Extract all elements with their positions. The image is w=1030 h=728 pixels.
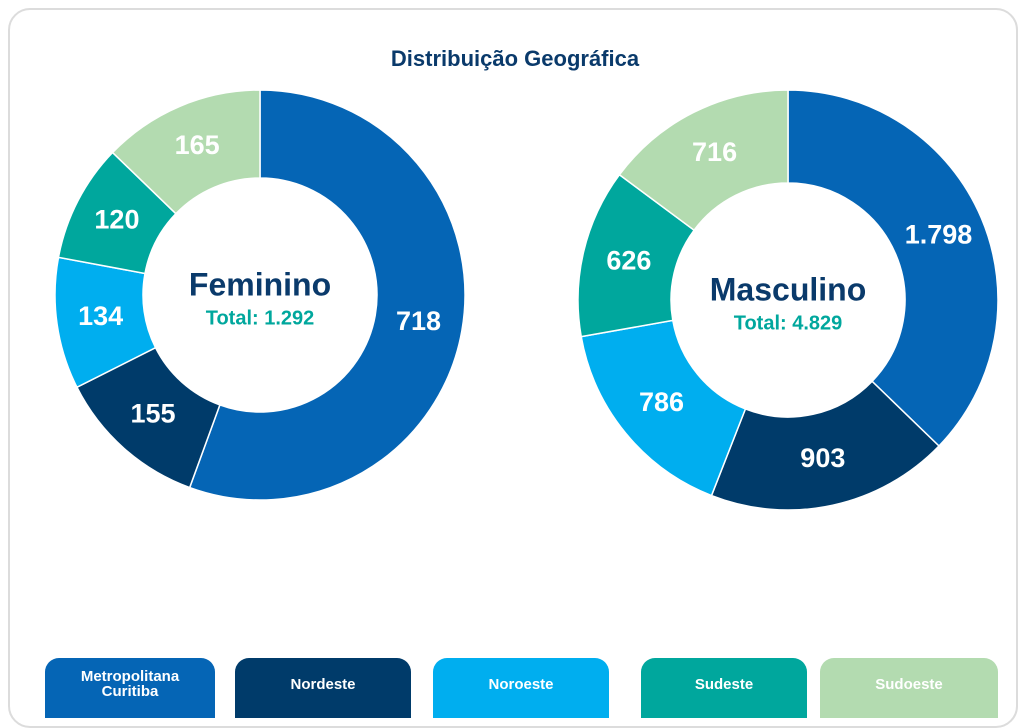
value-label: 134 bbox=[78, 301, 123, 331]
slice bbox=[787, 89, 999, 448]
legend-item[interactable]: Sudeste bbox=[641, 658, 807, 718]
legend-item[interactable]: Metropolitana Curitiba bbox=[45, 658, 215, 718]
slice bbox=[188, 89, 466, 501]
value-label: 718 bbox=[396, 306, 441, 336]
legend-item[interactable]: Nordeste bbox=[235, 658, 411, 718]
total-label: Total: 1.292 bbox=[206, 307, 315, 329]
center-label: Masculino bbox=[710, 271, 866, 307]
total-label: Total: 4.829 bbox=[734, 312, 843, 334]
legend-item[interactable]: Noroeste bbox=[433, 658, 609, 718]
page: Distribuição Geográfica 718 155 134 120 165 F… bbox=[0, 8, 1030, 728]
value-label: 903 bbox=[800, 443, 845, 473]
slice bbox=[710, 380, 941, 511]
chart: Distribuição Geográfica 718 155 134 120 165 F… bbox=[54, 46, 999, 511]
slice bbox=[111, 89, 261, 215]
center-label: Feminino bbox=[189, 266, 331, 302]
value-label: 716 bbox=[692, 137, 737, 167]
value-label: 1.798 bbox=[905, 219, 973, 249]
value-label: 165 bbox=[175, 130, 220, 160]
value-label: 155 bbox=[130, 398, 175, 428]
value-label: 626 bbox=[606, 246, 651, 276]
value-label: 120 bbox=[94, 204, 139, 234]
legend: Metropolitana Curitiba Nordeste Noroeste Su… bbox=[0, 658, 1030, 718]
value-label: 786 bbox=[639, 387, 684, 417]
chart-title: Distribuição Geográfica bbox=[391, 46, 640, 71]
slice bbox=[618, 89, 789, 232]
legend-item[interactable]: Sudoeste bbox=[820, 658, 998, 718]
